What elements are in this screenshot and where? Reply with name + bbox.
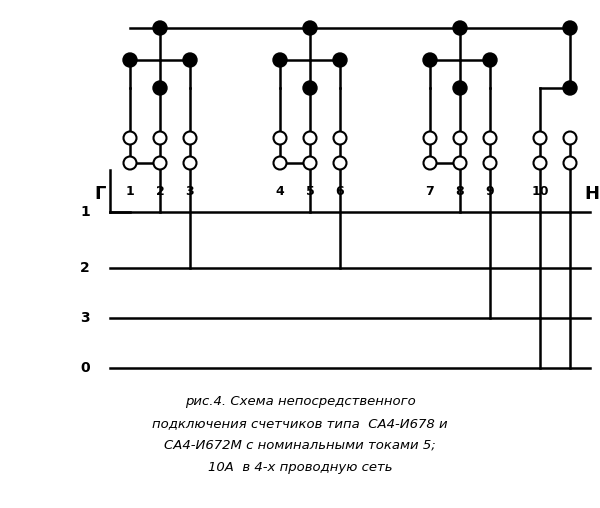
Circle shape — [153, 81, 167, 95]
Circle shape — [483, 53, 497, 67]
Circle shape — [123, 53, 137, 67]
Circle shape — [153, 21, 167, 35]
Text: 4: 4 — [275, 185, 284, 198]
Circle shape — [484, 156, 497, 170]
Circle shape — [154, 132, 167, 144]
Circle shape — [274, 156, 287, 170]
Text: Г: Г — [94, 185, 106, 203]
Circle shape — [424, 132, 437, 144]
Text: 8: 8 — [455, 185, 464, 198]
Circle shape — [273, 53, 287, 67]
Circle shape — [533, 132, 547, 144]
Circle shape — [454, 156, 467, 170]
Text: 2: 2 — [80, 261, 90, 275]
Circle shape — [303, 21, 317, 35]
Text: СА4-И672М с номинальными токами 5;: СА4-И672М с номинальными токами 5; — [164, 439, 436, 452]
Text: подключения счетчиков типа  СА4-И678 и: подключения счетчиков типа СА4-И678 и — [152, 417, 448, 430]
Text: 9: 9 — [485, 185, 494, 198]
Circle shape — [424, 156, 437, 170]
Text: 6: 6 — [335, 185, 344, 198]
Circle shape — [274, 132, 287, 144]
Circle shape — [423, 53, 437, 67]
Text: 5: 5 — [305, 185, 314, 198]
Circle shape — [184, 132, 197, 144]
Text: 3: 3 — [80, 311, 90, 325]
Text: 1: 1 — [80, 205, 90, 219]
Circle shape — [303, 81, 317, 95]
Text: 7: 7 — [425, 185, 434, 198]
Text: 10: 10 — [531, 185, 549, 198]
Circle shape — [563, 81, 577, 95]
Text: 2: 2 — [155, 185, 164, 198]
Circle shape — [154, 156, 167, 170]
Circle shape — [334, 132, 347, 144]
Text: 1: 1 — [125, 185, 134, 198]
Circle shape — [124, 132, 137, 144]
Circle shape — [183, 53, 197, 67]
Circle shape — [333, 53, 347, 67]
Circle shape — [484, 132, 497, 144]
Circle shape — [563, 21, 577, 35]
Circle shape — [453, 81, 467, 95]
Circle shape — [563, 156, 577, 170]
Circle shape — [124, 156, 137, 170]
Circle shape — [334, 156, 347, 170]
Circle shape — [184, 156, 197, 170]
Circle shape — [304, 132, 317, 144]
Text: Н: Н — [584, 185, 599, 203]
Text: 10А  в 4-х проводную сеть: 10А в 4-х проводную сеть — [208, 461, 392, 474]
Text: рис.4. Схема непосредственного: рис.4. Схема непосредственного — [185, 395, 415, 408]
Circle shape — [454, 132, 467, 144]
Circle shape — [453, 21, 467, 35]
Circle shape — [563, 132, 577, 144]
Text: 0: 0 — [80, 361, 90, 375]
Text: 3: 3 — [185, 185, 194, 198]
Circle shape — [533, 156, 547, 170]
Circle shape — [304, 156, 317, 170]
